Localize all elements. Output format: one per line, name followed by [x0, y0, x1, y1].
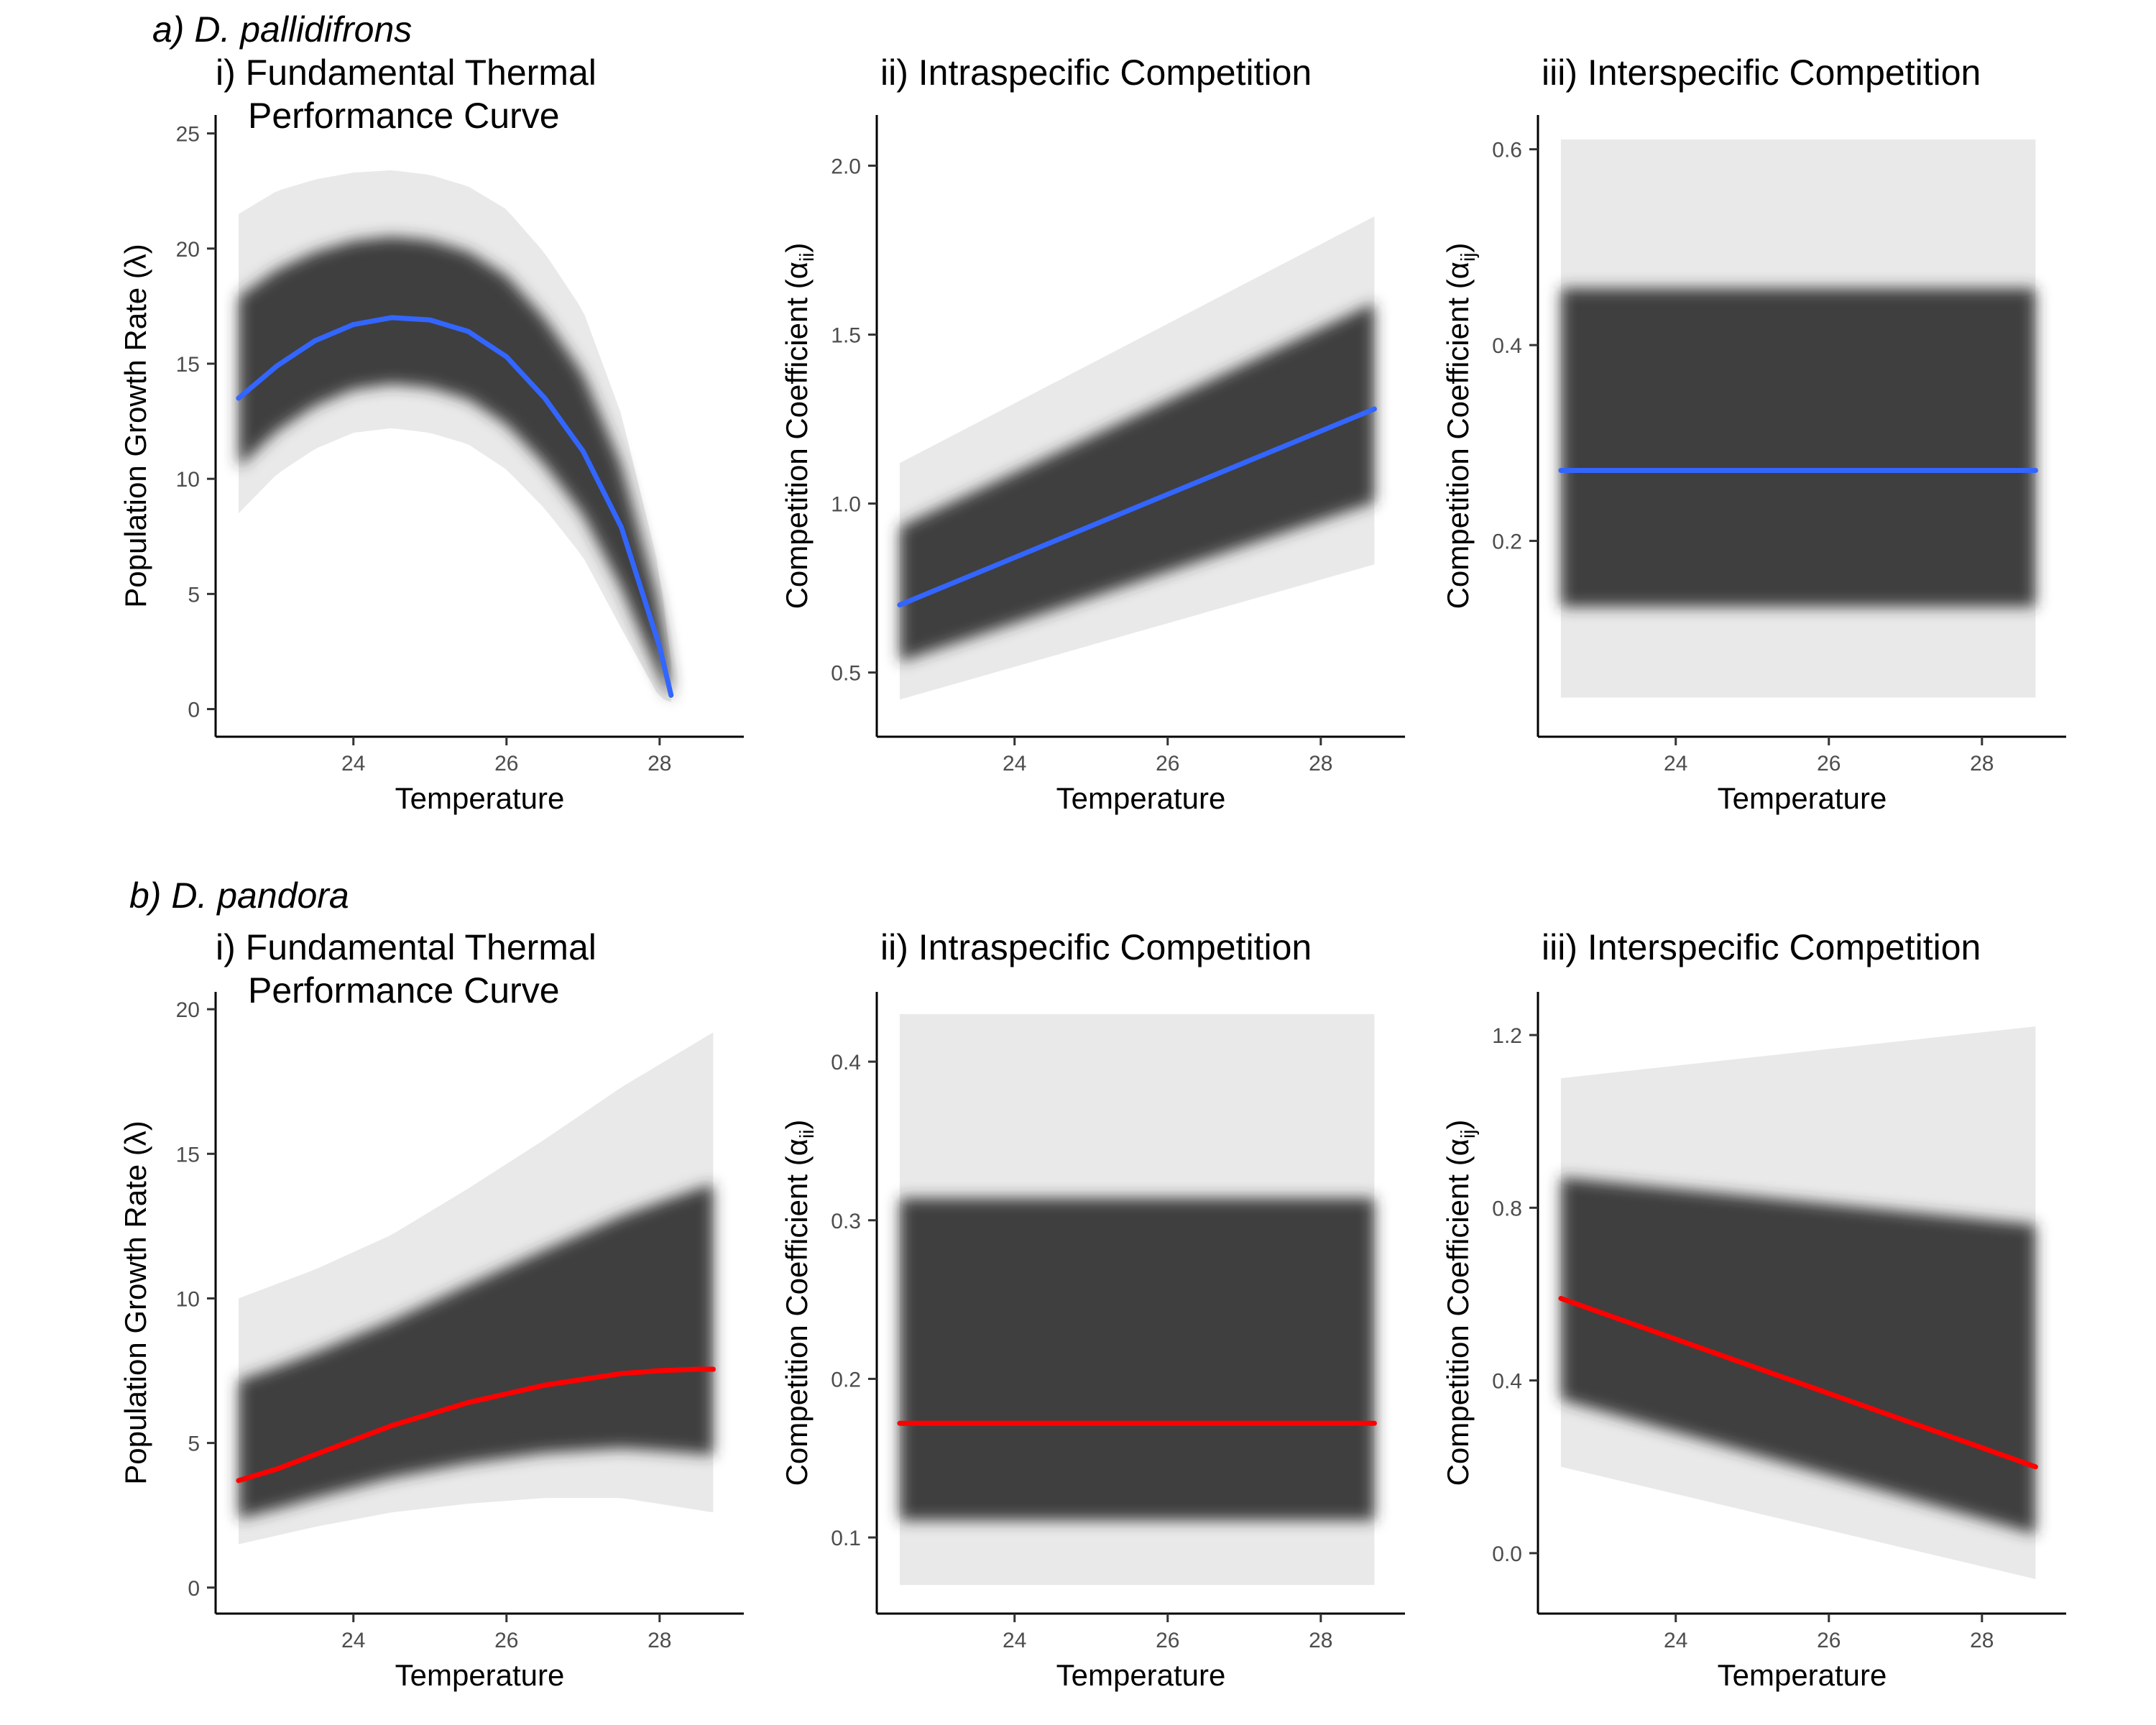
- x-tick-label: 26: [494, 752, 518, 776]
- fitted-mean-line: [236, 315, 674, 698]
- fitted-mean-line: [236, 1366, 716, 1484]
- panel-title-line: iii) Interspecific Competition: [1542, 52, 1981, 93]
- panel-a-intraspecific: ii) Intraspecific Competition 24 26 28 0.5 1.…: [780, 52, 1405, 815]
- posterior-draws-core: [238, 236, 671, 700]
- x-tick-label: 24: [1664, 1629, 1687, 1652]
- posterior-draws-core: [238, 1184, 714, 1519]
- y-tick-label: 0.3: [831, 1210, 861, 1233]
- x-tick-label: 28: [1309, 752, 1332, 776]
- y-tick-label: 0.5: [831, 662, 861, 686]
- panel-b-interspecific: iii) Interspecific Competition 24 26 28 0.0 0…: [1441, 927, 2066, 1692]
- y-tick-label: 5: [188, 583, 200, 607]
- y-tick-label: 0.2: [831, 1368, 861, 1392]
- y-axis-title-text: Competition Coefficient (α: [780, 1138, 814, 1486]
- x-tick-label: 26: [1156, 752, 1179, 776]
- x-tick-label: 26: [1817, 752, 1841, 776]
- y-tick-label: 0: [188, 699, 200, 722]
- panel-title-line: iii) Interspecific Competition: [1542, 927, 1981, 967]
- y-tick-label: 15: [176, 1143, 200, 1167]
- y-axis-title-text: Competition Coefficient (α: [780, 262, 814, 609]
- x-tick-label: 28: [1970, 1629, 1994, 1652]
- panel-title-line: i) Fundamental Thermal: [216, 52, 596, 93]
- x-tick-label: 24: [1003, 752, 1026, 776]
- y-axis-title-text: Population Growth Rate (λ): [119, 244, 152, 608]
- y-tick-label: 20: [176, 238, 200, 262]
- y-axis-title-text: Population Growth Rate (λ): [119, 1121, 152, 1485]
- x-tick-label: 26: [494, 1629, 518, 1652]
- x-tick-label: 28: [1970, 752, 1994, 776]
- x-axis-title: Temperature: [1718, 781, 1887, 815]
- panel-title-line: Performance Curve: [248, 970, 560, 1011]
- x-tick-label: 24: [1003, 1629, 1026, 1652]
- y-axis-title-text: Competition Coefficient (α: [1441, 262, 1475, 609]
- y-axis-title: Population Growth Rate (λ): [119, 244, 152, 608]
- posterior-draws-core: [1560, 1177, 2036, 1535]
- panel-title-line: i) Fundamental Thermal: [216, 927, 596, 967]
- x-tick-label: 26: [1156, 1629, 1179, 1652]
- y-tick-label: 25: [176, 123, 200, 147]
- y-tick-label: 0.4: [831, 1051, 861, 1075]
- y-tick-label: 1.0: [831, 493, 861, 517]
- x-tick-label: 24: [1664, 752, 1687, 776]
- y-tick-label: 20: [176, 998, 200, 1022]
- y-axis-title-close: ): [780, 1120, 814, 1130]
- y-axis-title-subscript: ij: [1457, 253, 1479, 262]
- y-tick-label: 0.4: [1492, 1370, 1522, 1394]
- y-axis-title-subscript: ii: [796, 1130, 818, 1138]
- row-title-b: b) D. pandora: [129, 875, 349, 916]
- y-tick-label: 0.1: [831, 1527, 861, 1550]
- x-tick-label: 28: [648, 752, 671, 776]
- panel-title-line: ii) Intraspecific Competition: [880, 52, 1312, 93]
- y-axis-title-text: Competition Coefficient (α: [1441, 1138, 1475, 1486]
- y-axis-title: Competition Coefficient (αii): [780, 1120, 818, 1486]
- panel-title-line: Performance Curve: [248, 96, 560, 136]
- y-tick-label: 2.0: [831, 155, 861, 179]
- y-tick-label: 0.2: [1492, 530, 1522, 554]
- y-tick-label: 10: [176, 1287, 200, 1311]
- y-axis-title: Population Growth Rate (λ): [119, 1121, 152, 1485]
- y-tick-label: 0.8: [1492, 1197, 1522, 1220]
- posterior-draws-core: [1560, 288, 2036, 607]
- y-tick-label: 10: [176, 468, 200, 492]
- x-tick-label: 28: [1309, 1629, 1332, 1652]
- x-axis-title: Temperature: [395, 1658, 565, 1692]
- y-axis-title-subscript: ii: [796, 253, 818, 262]
- x-axis-title: Temperature: [1718, 1658, 1887, 1692]
- y-axis-title: Competition Coefficient (αij): [1441, 243, 1479, 610]
- panel-title-line: ii) Intraspecific Competition: [880, 927, 1312, 967]
- x-axis-title: Temperature: [395, 781, 565, 815]
- x-tick-label: 24: [341, 1629, 365, 1652]
- posterior-draws-core: [899, 1198, 1375, 1521]
- row-title-a: a) D. pallidifrons: [152, 9, 412, 50]
- y-axis-title: Competition Coefficient (αii): [780, 243, 818, 610]
- x-axis-title: Temperature: [1056, 781, 1226, 815]
- y-tick-label: 1.5: [831, 324, 861, 348]
- y-tick-label: 0.0: [1492, 1542, 1522, 1566]
- posterior-draws-core: [899, 303, 1375, 662]
- y-tick-label: 15: [176, 353, 200, 377]
- x-axis-title: Temperature: [1056, 1658, 1226, 1692]
- y-tick-label: 0: [188, 1577, 200, 1601]
- x-tick-label: 24: [341, 752, 365, 776]
- panel-a-interspecific: iii) Interspecific Competition 24 26 28 0.2 0…: [1441, 52, 2066, 815]
- x-tick-label: 28: [648, 1629, 671, 1652]
- y-tick-label: 0.4: [1492, 334, 1522, 358]
- fitted-mean-line: [897, 406, 1377, 608]
- panel-b-intraspecific: ii) Intraspecific Competition 24 26 28 0.1 0.…: [780, 927, 1405, 1692]
- y-tick-label: 0.6: [1492, 139, 1522, 162]
- y-axis-title-subscript: ij: [1457, 1130, 1479, 1138]
- fitted-mean-line: [1558, 1295, 2038, 1470]
- y-tick-label: 1.2: [1492, 1024, 1522, 1048]
- y-axis-title-close: ): [1441, 243, 1475, 253]
- y-axis-title-close: ): [780, 243, 814, 253]
- y-axis-title: Competition Coefficient (αij): [1441, 1120, 1479, 1486]
- y-axis-title-close: ): [1441, 1120, 1475, 1130]
- y-tick-label: 5: [188, 1432, 200, 1456]
- x-tick-label: 26: [1817, 1629, 1841, 1652]
